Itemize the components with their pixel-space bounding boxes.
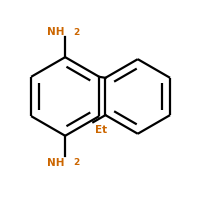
Text: NH: NH: [47, 27, 64, 37]
Text: NH: NH: [47, 157, 64, 167]
Text: 2: 2: [73, 157, 79, 166]
Text: Et: Et: [95, 125, 107, 135]
Text: 2: 2: [73, 28, 79, 37]
